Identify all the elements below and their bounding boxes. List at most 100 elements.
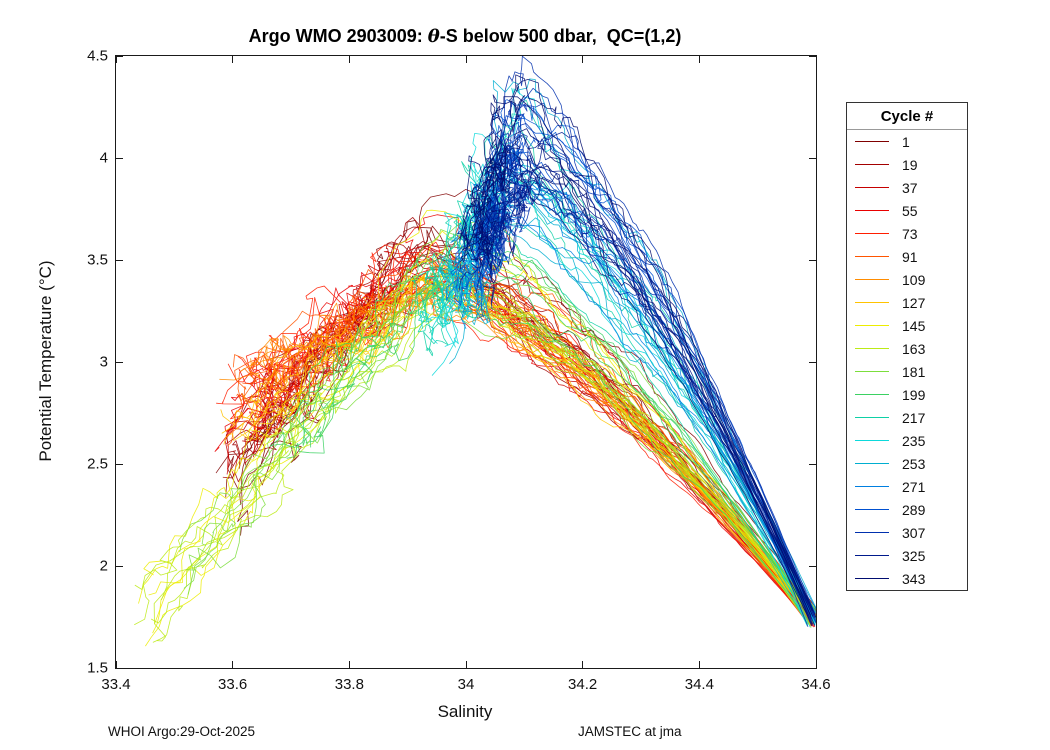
legend-cycle-label: 199 <box>902 386 926 403</box>
y-tick-mark <box>809 259 816 261</box>
y-tick-mark <box>809 157 816 159</box>
legend-line-sample <box>855 371 889 372</box>
legend-row: 343 <box>847 567 967 590</box>
x-tick-mark <box>465 661 467 668</box>
y-tick-mark <box>116 565 123 567</box>
legend-row: 217 <box>847 406 967 429</box>
x-tick-label: 34 <box>457 676 475 693</box>
title-prefix: Argo WMO 2903009: <box>248 26 428 46</box>
y-tick-label: 1.5 <box>87 659 108 677</box>
x-tick-label: 34.2 <box>568 676 598 693</box>
legend-line-sample <box>855 509 889 510</box>
y-tick-label: 4 <box>99 149 108 167</box>
legend-cycle-label: 181 <box>902 363 926 380</box>
legend-row: 145 <box>847 314 967 337</box>
legend-cycle-label: 217 <box>902 409 926 426</box>
legend-row: 271 <box>847 475 967 498</box>
legend-title: Cycle # <box>847 103 967 130</box>
legend-row: 289 <box>847 498 967 521</box>
legend-cycle-label: 55 <box>902 202 918 219</box>
legend-line-sample <box>855 440 889 441</box>
title-suffix: -S below 500 dbar, QC=(1,2) <box>439 26 682 46</box>
legend-cycle-label: 235 <box>902 432 926 449</box>
legend-cycle-label: 271 <box>902 478 926 495</box>
y-axis-label: Potential Temperature (°C) <box>36 260 55 462</box>
legend-cycle-label: 19 <box>902 156 918 173</box>
legend-row: 307 <box>847 521 967 544</box>
x-tick-mark <box>348 56 350 63</box>
legend-cycle-label: 163 <box>902 340 926 357</box>
legend-cycle-label: 109 <box>902 271 926 288</box>
legend: Cycle # 1 19 37 55 73 91 109 127 145 163 181 199 217… <box>846 102 968 591</box>
legend-line-sample <box>855 486 889 487</box>
y-tick-mark <box>809 667 816 669</box>
legend-cycle-label: 1 <box>902 133 910 150</box>
legend-row: 19 <box>847 153 967 176</box>
x-tick-label: 33.6 <box>218 676 248 693</box>
legend-row: 73 <box>847 222 967 245</box>
legend-cycle-label: 127 <box>902 294 926 311</box>
x-tick-label: 33.4 <box>101 676 131 693</box>
y-tick-mark <box>809 361 816 363</box>
legend-line-sample <box>855 463 889 464</box>
x-tick-mark <box>465 56 467 63</box>
legend-line-sample <box>855 256 889 257</box>
y-tick-label: 4.5 <box>87 47 108 65</box>
y-tick-mark <box>809 463 816 465</box>
legend-cycle-label: 325 <box>902 547 926 564</box>
x-tick-mark <box>115 56 117 63</box>
legend-line-sample <box>855 279 889 280</box>
y-tick-mark <box>116 463 123 465</box>
legend-cycle-label: 73 <box>902 225 918 242</box>
legend-line-sample <box>855 555 889 556</box>
y-tick-mark <box>116 361 123 363</box>
y-tick-mark <box>116 157 123 159</box>
y-tick-mark <box>809 565 816 567</box>
theta-s-plot-canvas <box>116 56 816 668</box>
y-tick-mark <box>116 55 123 57</box>
legend-line-sample <box>855 187 889 188</box>
x-tick-mark <box>232 661 234 668</box>
legend-line-sample <box>855 578 889 579</box>
legend-row: 181 <box>847 360 967 383</box>
footer-credit-jamstec: JAMSTEC at jma <box>578 724 682 739</box>
x-tick-label: 33.8 <box>334 676 364 693</box>
y-tick-mark <box>809 55 816 57</box>
legend-cycle-label: 289 <box>902 501 926 518</box>
legend-cycle-label: 253 <box>902 455 926 472</box>
legend-cycle-label: 343 <box>902 570 926 587</box>
legend-cycle-label: 91 <box>902 248 918 265</box>
legend-row: 235 <box>847 429 967 452</box>
legend-row: 325 <box>847 544 967 567</box>
legend-row: 163 <box>847 337 967 360</box>
x-tick-mark <box>815 56 817 63</box>
y-tick-mark <box>116 667 123 669</box>
legend-row: 127 <box>847 291 967 314</box>
chart-title: Argo WMO 2903009: θ-S below 500 dbar, QC… <box>115 26 815 47</box>
legend-line-sample <box>855 325 889 326</box>
legend-row: 55 <box>847 199 967 222</box>
legend-row: 253 <box>847 452 967 475</box>
x-tick-mark <box>698 56 700 63</box>
legend-row: 1 <box>847 130 967 153</box>
x-axis-label: Salinity <box>437 702 493 721</box>
legend-line-sample <box>855 302 889 303</box>
legend-line-sample <box>855 348 889 349</box>
x-tick-mark <box>582 56 584 63</box>
legend-row: 91 <box>847 245 967 268</box>
legend-line-sample <box>855 233 889 234</box>
x-tick-label: 34.6 <box>801 676 831 693</box>
title-theta-symbol: θ <box>427 26 440 47</box>
y-tick-label: 2 <box>99 557 108 575</box>
legend-cycle-label: 145 <box>902 317 926 334</box>
legend-line-sample <box>855 417 889 418</box>
x-tick-mark <box>582 661 584 668</box>
y-tick-mark <box>116 259 123 261</box>
legend-line-sample <box>855 394 889 395</box>
y-tick-label: 2.5 <box>87 455 108 473</box>
legend-line-sample <box>855 532 889 533</box>
legend-row: 199 <box>847 383 967 406</box>
x-tick-mark <box>232 56 234 63</box>
x-tick-mark <box>698 661 700 668</box>
legend-line-sample <box>855 210 889 211</box>
